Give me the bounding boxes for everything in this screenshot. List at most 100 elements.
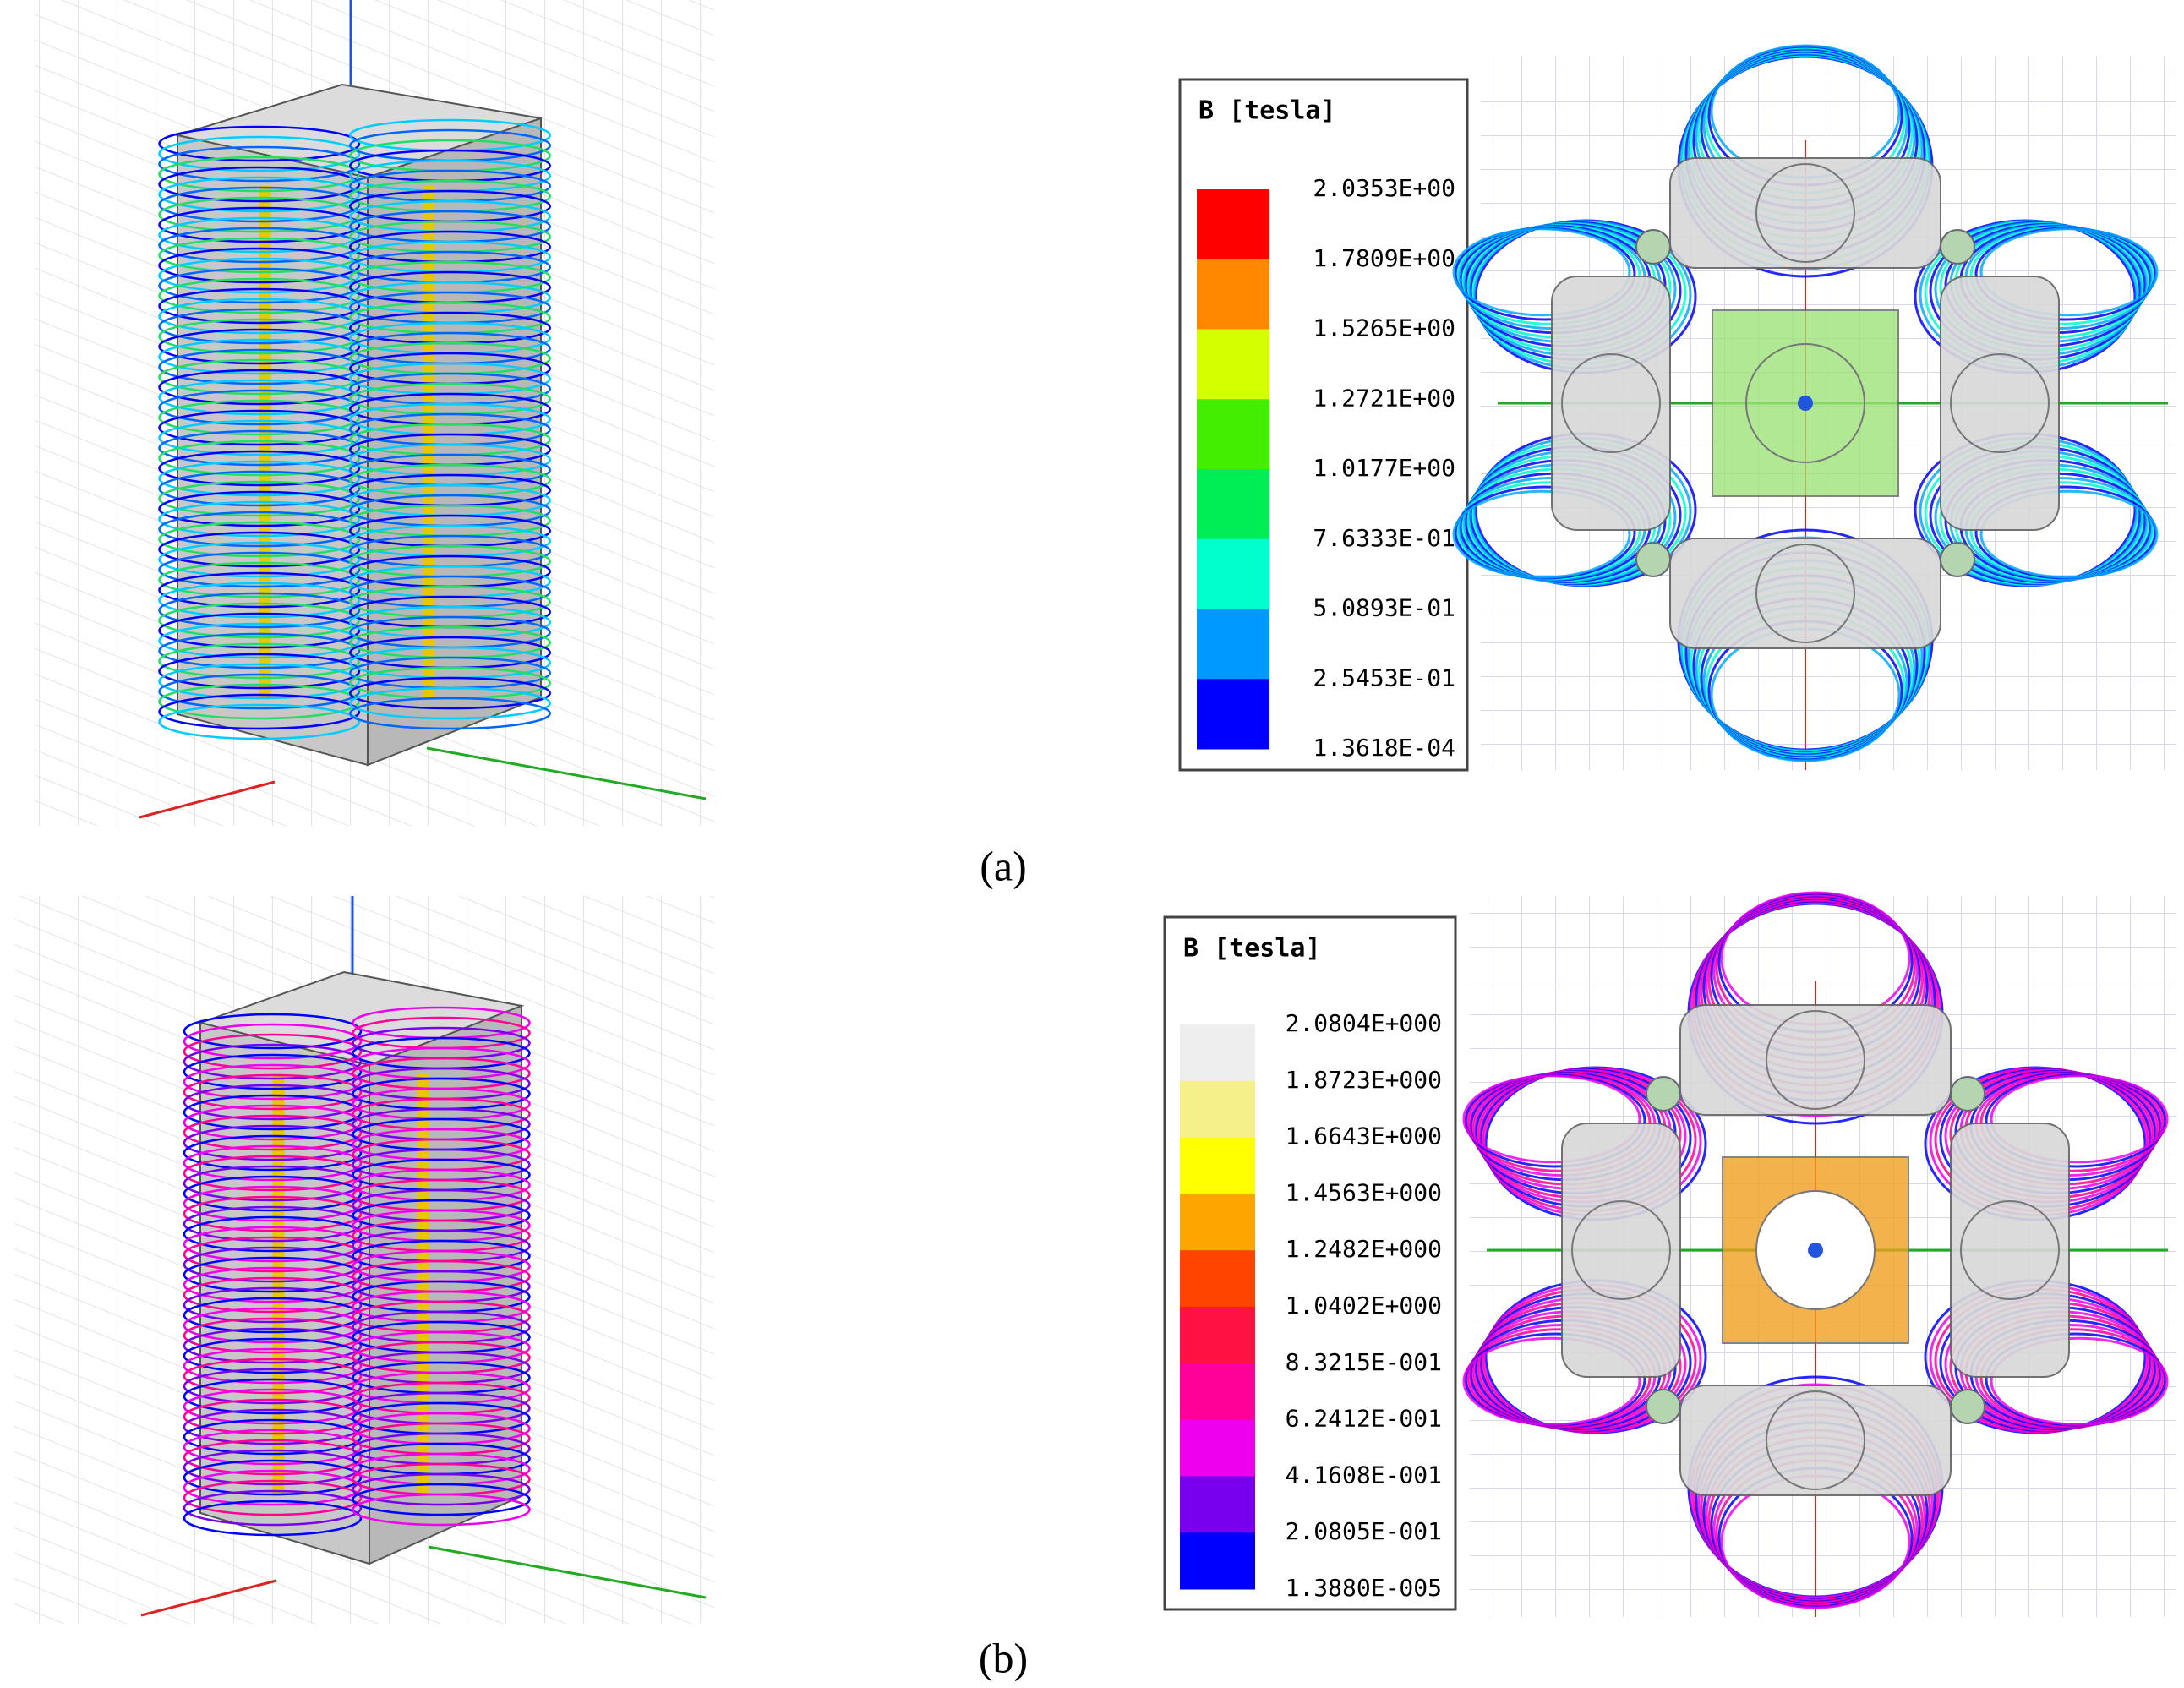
field-line: [158, 440, 361, 477]
field-line: [183, 1266, 363, 1303]
field-line: [183, 1094, 363, 1131]
legend-level: 8.3215E-001: [1286, 1348, 1442, 1376]
field-line: [1452, 489, 1631, 579]
field-line: [183, 1256, 363, 1293]
panel-label: (a): [980, 842, 1027, 889]
legend: B [tesla] 2.0353E+00 1.7809E+00 1.5265E+00 1…: [1178, 78, 1469, 772]
field-line: [158, 399, 361, 436]
field-line: [183, 1236, 363, 1273]
field-line: [183, 1469, 363, 1506]
core-block: [1561, 1123, 1681, 1378]
field-line: [158, 429, 361, 467]
color-band: [1197, 259, 1269, 330]
field-line: [1990, 1074, 2169, 1164]
field-line: [183, 1215, 363, 1253]
field-line: [158, 450, 361, 487]
rod: [1950, 1076, 1985, 1112]
color-band: [1197, 399, 1269, 470]
field-line: [158, 409, 361, 446]
core-block: [1679, 1004, 1952, 1116]
field-line: [158, 683, 361, 720]
field-line: [158, 470, 361, 507]
legend-level: 1.6643E+000: [1286, 1123, 1442, 1150]
model-3d-view: [14, 896, 714, 1624]
field-line: [183, 1500, 363, 1537]
field-line: [158, 135, 361, 172]
field-line: [158, 592, 361, 629]
bore: [1950, 353, 2050, 453]
field-line: [158, 490, 361, 527]
field-line: [183, 1063, 363, 1101]
field-line: [158, 277, 361, 314]
bore: [1745, 343, 1865, 463]
field-line: [183, 1408, 363, 1445]
axis-x: [140, 1579, 277, 1617]
field-line: [1462, 1074, 1641, 1164]
core-block: [1679, 1385, 1952, 1496]
field-line: [158, 257, 361, 294]
field-line: [158, 632, 361, 669]
field-line: [158, 216, 361, 254]
bore: [1561, 353, 1661, 453]
field-line: [158, 693, 361, 730]
field-line: [183, 1144, 363, 1182]
field-line: [158, 551, 361, 588]
field-line: [158, 642, 361, 680]
legend-level: 6.2412E-001: [1286, 1405, 1442, 1433]
field-line: [158, 622, 361, 659]
field-line: [183, 1043, 363, 1080]
field-line: [158, 196, 361, 233]
color-band: [1180, 1080, 1255, 1139]
field-line: [158, 480, 361, 517]
core-block: [1669, 538, 1941, 649]
field-line: [183, 1104, 363, 1141]
field-line: [158, 541, 361, 578]
field-line: [183, 1429, 363, 1466]
field-line: [349, 697, 551, 730]
field-line: [183, 1378, 363, 1415]
field-line: [158, 348, 361, 385]
bore: [1755, 163, 1855, 263]
field-line: [158, 521, 361, 558]
bore: [1960, 1200, 2060, 1300]
core-block: [1950, 1123, 2070, 1378]
field-line: [158, 369, 361, 406]
field-line: [158, 166, 361, 203]
legend-level: 1.4563E+000: [1286, 1178, 1442, 1206]
field-line: [158, 318, 361, 355]
legend-level: 2.0804E+000: [1286, 1009, 1442, 1037]
field-line: [183, 1479, 363, 1516]
field-line: [183, 1368, 363, 1405]
bore: [1766, 1010, 1865, 1110]
field-line: [183, 1307, 363, 1344]
field-line: [1979, 489, 2159, 579]
field-line: [183, 1084, 363, 1121]
color-band: [1197, 329, 1269, 400]
field-line: [183, 1155, 363, 1192]
color-band: [1197, 538, 1269, 609]
color-band: [1197, 679, 1269, 750]
legend-level: 1.3618E-04: [1313, 734, 1455, 762]
field-line: [183, 1489, 363, 1527]
field-line: [158, 511, 361, 548]
rod: [1635, 229, 1671, 265]
core-block: [1669, 157, 1941, 269]
rod: [1646, 1076, 1681, 1112]
field-line: [183, 1023, 363, 1060]
legend-level: 1.0177E+00: [1313, 454, 1455, 482]
field-line: [158, 227, 361, 264]
field-line: [183, 1165, 363, 1202]
field-line: [158, 389, 361, 426]
field-line: [183, 1439, 363, 1476]
axis-y: [428, 1545, 707, 1599]
field-line: [158, 419, 361, 456]
legend-level: 1.7809E+00: [1313, 244, 1455, 272]
field-line: [158, 612, 361, 649]
field-line: [183, 1205, 363, 1243]
origin: [1808, 1243, 1823, 1258]
color-band: [1197, 609, 1269, 680]
field-line: [158, 500, 361, 538]
field-line: [183, 1195, 363, 1232]
axis-x: [139, 780, 276, 819]
